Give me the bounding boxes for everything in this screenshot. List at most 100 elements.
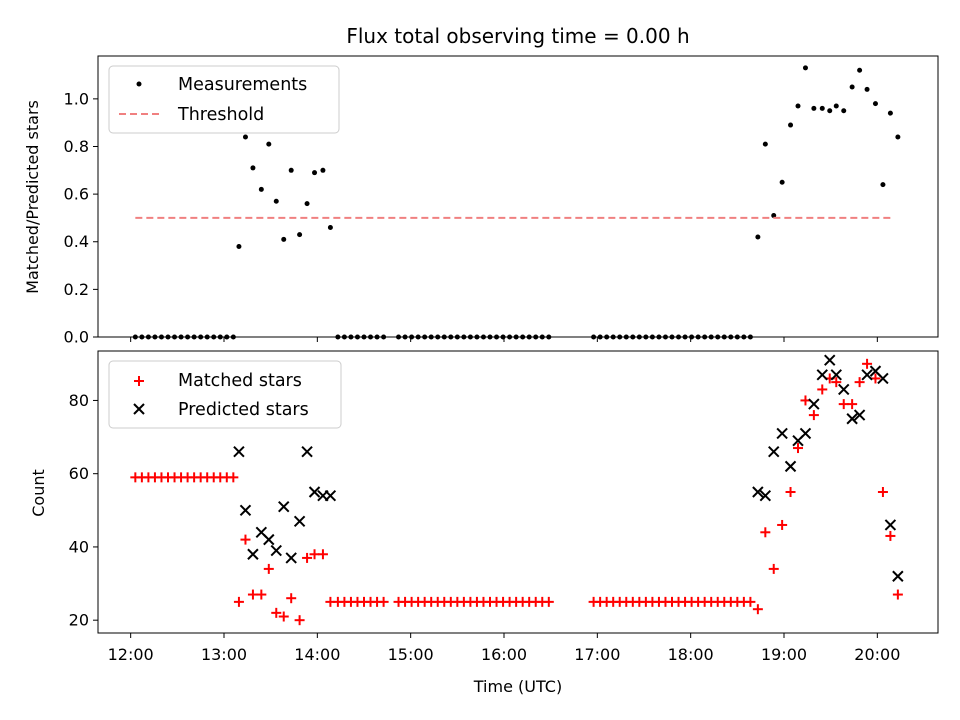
matched-star-point <box>760 527 771 538</box>
matched-star-point <box>233 596 244 607</box>
bottom-y-tick-label: 40 <box>69 537 89 556</box>
legend-threshold-label: Threshold <box>177 105 264 125</box>
measurement-point <box>819 105 825 111</box>
matched-star-point <box>793 443 803 454</box>
predicted-star-point <box>861 369 873 381</box>
matched-star-point <box>302 552 313 563</box>
chart-title: Flux total observing time = 0.00 h <box>346 24 689 48</box>
matched-star-point <box>278 611 289 622</box>
predicted-star-point <box>263 533 275 546</box>
bottom-y-axis-label: Count <box>29 469 48 517</box>
predicted-star-point <box>884 519 897 531</box>
measurement-point <box>297 232 303 238</box>
matched-star-point <box>885 530 896 541</box>
matched-star-point <box>847 399 858 410</box>
matched-star-point <box>271 607 282 618</box>
legend-matched-label: Matched stars <box>178 371 302 391</box>
predicted-star-point <box>752 486 764 498</box>
predicted-star-point <box>233 446 245 458</box>
predicted-star-point <box>784 460 797 473</box>
measurement-point <box>811 105 817 111</box>
predicted-star-point <box>830 369 842 381</box>
matched-star-point <box>294 615 305 626</box>
predicted-star-point <box>824 354 836 366</box>
measurement-point <box>802 65 808 71</box>
top-panel: Matched/Predicted stars 0.0 0.2 0.4 0.6 0.8 1… <box>23 55 939 347</box>
matched-star-point <box>309 549 320 560</box>
measurement-point <box>304 201 310 207</box>
top-y-axis-label: Matched/Predicted stars <box>23 100 42 294</box>
bottom-x-ticks: 12:00 13:00 14:00 15:00 16:00 17:00 18:00 19:00… <box>108 633 900 664</box>
measurement-point <box>250 165 256 171</box>
bottom-panel: Count Time (UTC) 20 40 60 80 12:00 13:00 14:0… <box>29 350 939 696</box>
legend-predicted-label: Predicted stars <box>178 400 309 420</box>
predicted-star-point <box>308 486 321 498</box>
top-y-ticks: 0.0 0.2 0.4 0.6 0.8 1.0 <box>64 89 98 347</box>
predicted-star-point <box>838 383 850 396</box>
measurement-point <box>864 86 870 92</box>
measurement-point <box>266 141 272 147</box>
measurement-point <box>779 179 785 185</box>
measurement-point <box>258 186 264 192</box>
measurement-point <box>288 167 294 173</box>
matched-star-point <box>785 487 796 497</box>
matched-star-point <box>892 589 903 600</box>
x-tick-label: 15:00 <box>388 645 434 664</box>
measurement-point <box>327 224 333 230</box>
matched-star-point <box>817 384 828 395</box>
top-y-tick-label: 0.2 <box>64 280 89 299</box>
measurement-point <box>841 108 847 114</box>
top-y-tick-label: 0.6 <box>64 185 89 204</box>
predicted-star-point <box>808 398 820 410</box>
bottom-y-ticks: 20 40 60 80 <box>69 391 98 630</box>
predicted-star-point <box>247 548 259 560</box>
predicted-star-point <box>776 427 788 440</box>
measurement-point <box>887 110 893 116</box>
legend-predicted-marker <box>133 403 145 415</box>
measurement-point <box>312 170 318 176</box>
x-tick-label: 16:00 <box>481 645 527 664</box>
x-tick-label: 20:00 <box>854 645 900 664</box>
measurement-point <box>281 236 287 242</box>
x-tick-label: 19:00 <box>761 645 807 664</box>
measurement-point <box>273 198 279 204</box>
bottom-legend: Matched stars Predicted stars <box>108 360 342 429</box>
x-tick-label: 17:00 <box>574 645 620 664</box>
matched-star-point <box>862 358 873 369</box>
predicted-star-point <box>768 446 780 458</box>
measurement-point <box>872 101 878 107</box>
matched-star-point <box>752 604 763 615</box>
matched-star-point <box>745 596 756 607</box>
top-y-tick-label: 0.4 <box>64 232 89 251</box>
top-axes-frame <box>97 55 939 338</box>
measurement-point <box>771 213 777 219</box>
matched-star-point <box>240 534 251 545</box>
measurement-point <box>762 141 768 147</box>
x-axis-label: Time (UTC) <box>473 677 562 696</box>
x-tick-label: 14:00 <box>294 645 340 664</box>
legend-measurements-label: Measurements <box>178 75 307 95</box>
matched-star-point <box>543 596 554 607</box>
predicted-star-point <box>759 489 772 502</box>
top-legend: Measurements Threshold <box>108 65 340 134</box>
measurement-point <box>788 122 794 128</box>
predicted-star-point <box>293 515 306 528</box>
measurement-point <box>827 108 833 114</box>
matched-star-point <box>808 410 819 421</box>
bottom-y-tick-label: 80 <box>69 391 89 410</box>
top-legend-frame <box>108 65 340 134</box>
top-y-tick-label: 0.0 <box>64 328 89 347</box>
measurement-point <box>857 67 863 73</box>
predicted-star-point <box>853 409 866 421</box>
bottom-legend-frame <box>108 360 342 429</box>
x-tick-label: 13:00 <box>201 645 247 664</box>
predicted-star-point <box>285 552 297 564</box>
predicted-star-point <box>846 413 858 425</box>
matched-star-point <box>877 487 888 497</box>
predicted-star-point <box>816 369 828 381</box>
bottom-plot-area <box>130 354 904 626</box>
matched-star-point <box>777 519 788 530</box>
matched-star-point <box>247 589 258 600</box>
legend-matched-marker <box>134 376 144 386</box>
